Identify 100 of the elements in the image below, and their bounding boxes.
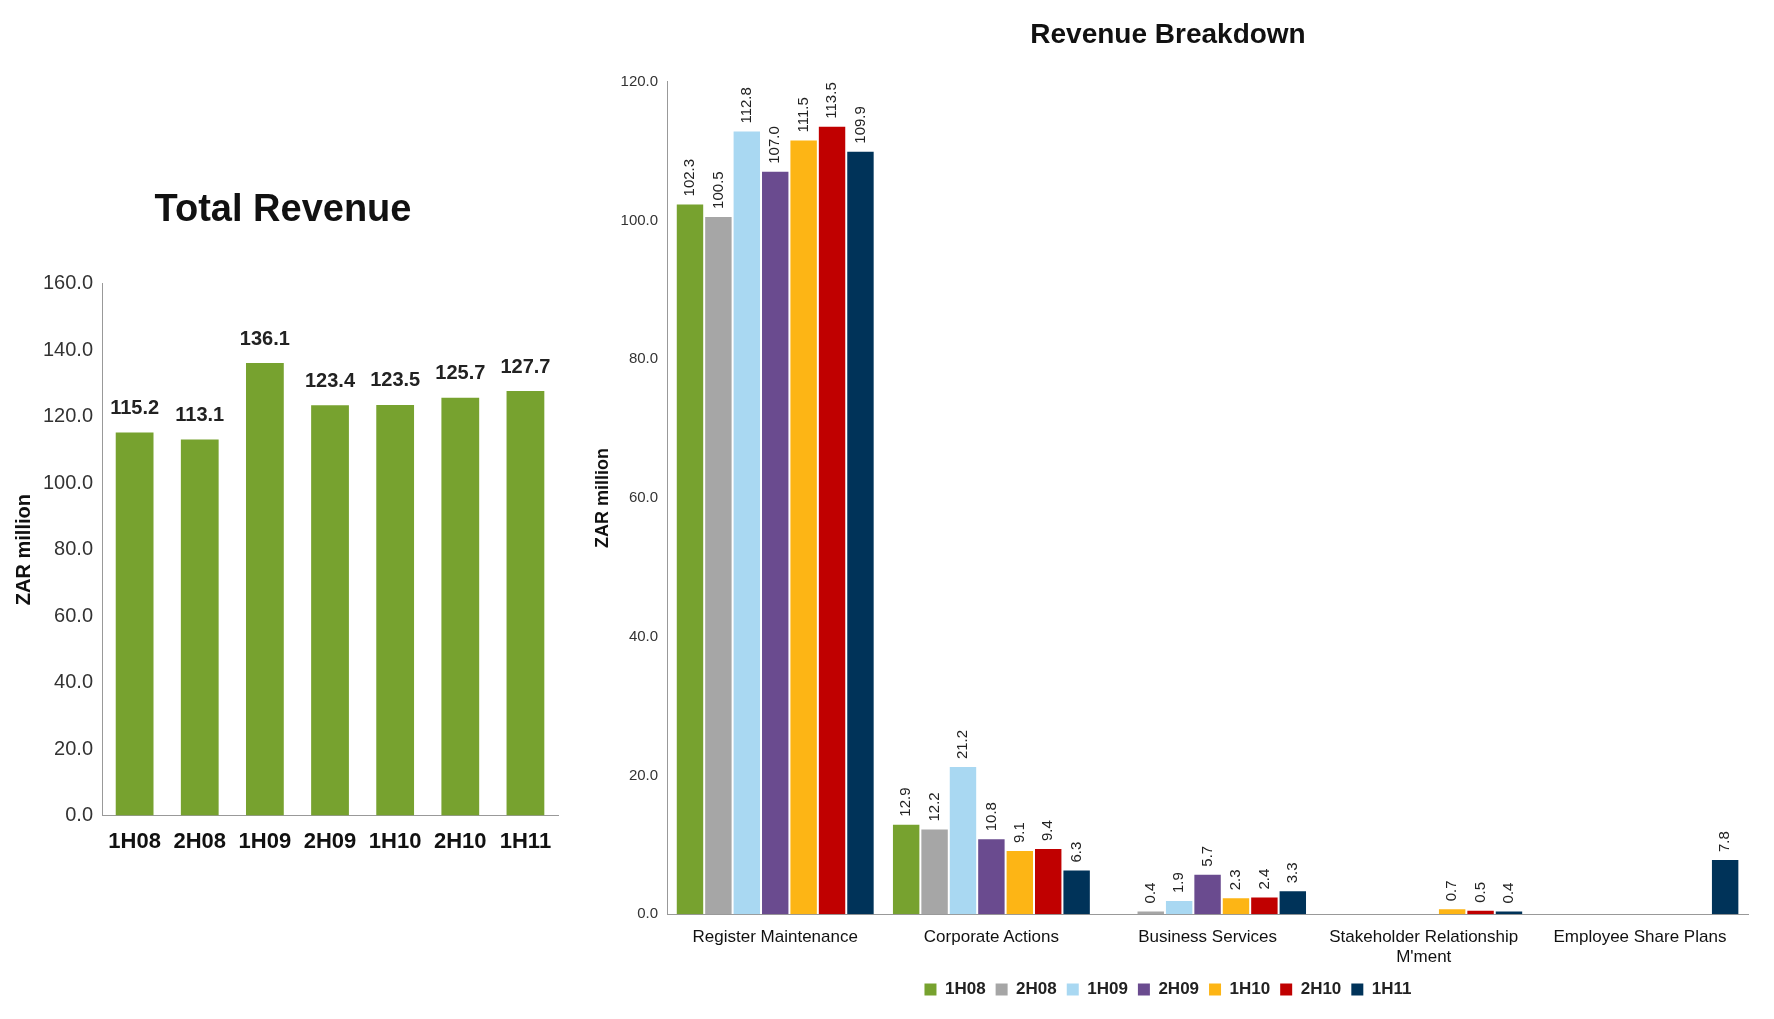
bar: [790, 140, 817, 915]
y-tick-label: 20.0: [54, 736, 94, 759]
legend-label: 1H08: [944, 979, 986, 999]
data-label: 0.7: [1442, 880, 1460, 902]
x-tick-label: 2H09: [303, 827, 357, 853]
legend-label: 2H10: [1300, 979, 1342, 999]
bar: [376, 404, 415, 816]
bar: [1063, 870, 1090, 915]
bar: [1137, 911, 1164, 915]
x-tick-label: Employee Share Plans: [1553, 927, 1727, 947]
bar: [1006, 851, 1034, 915]
y-tick-label: 40.0: [628, 626, 659, 644]
legend-label: 1H11: [1371, 979, 1412, 999]
y-axis-title: ZAR million: [11, 494, 34, 606]
bar: [1495, 911, 1523, 915]
x-tick-label: 1H10: [368, 827, 422, 853]
data-label: 12.2: [924, 792, 942, 822]
y-tick-label: 140.0: [42, 337, 94, 360]
bar: [506, 391, 545, 816]
x-tick-label: 1H11: [499, 827, 552, 853]
data-label: 2.3: [1226, 869, 1244, 891]
y-tick-label: 120.0: [620, 71, 659, 89]
legend-label: 1H10: [1229, 979, 1271, 999]
bar: [180, 439, 219, 816]
data-label: 1.9: [1169, 872, 1187, 894]
data-label: 136.1: [239, 326, 290, 349]
y-tick-label: 40.0: [54, 670, 94, 693]
x-tick-label: Business Services: [1138, 927, 1278, 947]
data-label: 21.2: [953, 729, 971, 760]
bar: [978, 839, 1005, 915]
legend-label: 2H09: [1158, 979, 1200, 999]
data-label: 10.8: [981, 802, 999, 832]
y-tick-label: 80.0: [54, 537, 94, 560]
chart-title: Revenue Breakdown: [1030, 17, 1306, 49]
data-label: 0.4: [1140, 882, 1158, 904]
x-tick-label: 2H08: [173, 827, 227, 853]
bar: [818, 126, 846, 915]
y-tick-label: 100.0: [620, 210, 659, 228]
data-label: 123.5: [370, 368, 421, 391]
bar: [115, 432, 154, 816]
x-tick-label: Corporate Actions: [923, 927, 1059, 947]
data-label: 125.7: [435, 361, 486, 384]
data-label: 0.4: [1499, 882, 1517, 904]
x-tick-label: Stakeholder Relationship M'ment: [1329, 927, 1519, 967]
legend-label: 1H09: [1087, 979, 1128, 999]
data-label: 9.1: [1009, 822, 1027, 844]
data-label: 111.5: [793, 97, 811, 133]
data-label: 2.4: [1254, 868, 1272, 890]
data-label: 109.9: [850, 106, 868, 144]
bar: [1251, 897, 1278, 915]
data-label: 0.5: [1470, 881, 1488, 903]
data-label: 107.0: [765, 126, 783, 164]
bar: [1222, 898, 1250, 915]
bar: [1035, 848, 1062, 915]
bar: [705, 216, 732, 915]
bar: [847, 151, 874, 915]
y-tick-label: 20.0: [628, 765, 659, 783]
data-label: 115.2: [110, 396, 160, 419]
bar: [246, 363, 284, 816]
data-label: 123.4: [304, 368, 356, 391]
data-label: 9.4: [1038, 820, 1056, 841]
data-label: 113.1: [175, 403, 225, 426]
y-tick-label: 0.0: [65, 803, 94, 826]
bar: [1165, 901, 1193, 915]
bar: [1279, 891, 1307, 915]
bar: [676, 204, 704, 915]
data-label: 12.9: [896, 787, 914, 817]
data-label: 113.5: [822, 82, 840, 119]
bar: [762, 171, 789, 915]
data-label: 102.3: [680, 158, 698, 197]
y-tick-label: 60.0: [628, 488, 659, 506]
chart-title: Total Revenue: [154, 187, 412, 230]
data-label: 112.8: [736, 87, 754, 124]
y-tick-label: 160.0: [42, 271, 94, 294]
y-tick-label: 0.0: [637, 904, 659, 922]
data-label: 3.3: [1282, 862, 1300, 884]
data-label: 7.8: [1715, 831, 1733, 853]
bar: [733, 131, 761, 915]
y-tick-label: 80.0: [628, 349, 659, 367]
y-tick-label: 100.0: [42, 470, 94, 493]
bar: [949, 767, 977, 915]
x-tick-label: Register Maintenance: [692, 927, 858, 947]
bar: [1711, 860, 1739, 915]
bar: [892, 824, 920, 915]
x-tick-label: 1H08: [108, 827, 161, 853]
bar: [1438, 909, 1466, 915]
bar: [441, 397, 480, 816]
x-tick-label: 1H09: [238, 827, 292, 853]
y-tick-label: 60.0: [54, 603, 94, 626]
data-label: 127.7: [500, 354, 551, 377]
bar: [311, 405, 349, 816]
data-label: 100.5: [708, 171, 726, 209]
data-label: 6.3: [1066, 841, 1084, 863]
x-tick-label: 2H10: [434, 827, 487, 853]
y-tick-label: 120.0: [42, 404, 94, 427]
bar: [921, 829, 948, 915]
y-axis-title: ZAR million: [591, 447, 612, 548]
data-label: 5.7: [1197, 845, 1215, 867]
legend-label: 2H08: [1016, 979, 1057, 999]
bar: [1194, 874, 1221, 915]
